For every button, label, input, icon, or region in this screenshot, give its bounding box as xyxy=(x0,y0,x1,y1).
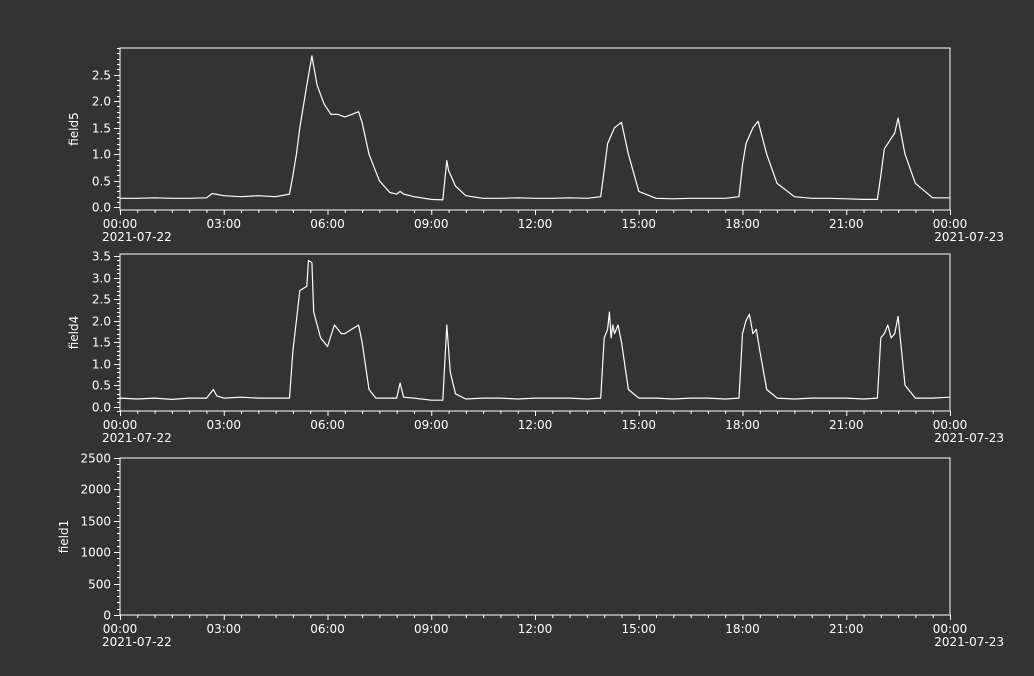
y-tick-label: 3.5 xyxy=(92,250,111,264)
x-tick-label: 09:00 xyxy=(414,418,449,432)
x-tick-label: 21:00 xyxy=(829,622,864,636)
y-tick-label: 1.0 xyxy=(92,148,111,162)
x-tick-label: 12:00 xyxy=(518,217,553,231)
x-date-label-end: 2021-07-23 xyxy=(934,635,1004,649)
y-tick-label: 1000 xyxy=(80,546,111,560)
x-tick-label: 15:00 xyxy=(621,622,656,636)
y-tick-label: 500 xyxy=(88,578,111,592)
y-tick-label: 2.0 xyxy=(92,95,111,109)
x-tick-label: 15:00 xyxy=(621,418,656,432)
x-date-label-start: 2021-07-22 xyxy=(102,635,172,649)
y-tick-label: 2500 xyxy=(80,452,111,466)
x-tick-label: 12:00 xyxy=(518,622,553,636)
y-tick-label: 2000 xyxy=(80,483,111,497)
x-tick-label: 18:00 xyxy=(725,217,760,231)
y-tick-label: 1.5 xyxy=(92,122,111,136)
series-line-field5 xyxy=(120,55,950,201)
plot-frame-1 xyxy=(119,47,951,211)
y-axis-label: field1 xyxy=(57,520,71,554)
y-tick-label: 3.0 xyxy=(92,272,111,286)
x-date-label-start: 2021-07-22 xyxy=(102,230,172,244)
plot-frame-2 xyxy=(119,253,951,412)
x-tick-label: 03:00 xyxy=(206,622,241,636)
y-tick-label: 0.0 xyxy=(92,401,111,415)
x-tick-label: 09:00 xyxy=(414,217,449,231)
x-tick-label: 00:00 xyxy=(933,217,968,231)
x-tick-label: 21:00 xyxy=(829,418,864,432)
y-tick-label: 2.0 xyxy=(92,315,111,329)
x-date-label-end: 2021-07-23 xyxy=(934,230,1004,244)
x-tick-label: 06:00 xyxy=(310,622,345,636)
x-date-label-start: 2021-07-22 xyxy=(102,431,172,445)
x-tick-label: 18:00 xyxy=(725,418,760,432)
y-tick-label: 0 xyxy=(103,609,111,623)
x-tick-label: 00:00 xyxy=(103,217,138,231)
x-tick-label: 03:00 xyxy=(206,418,241,432)
y-tick-label: 0.5 xyxy=(92,379,111,393)
x-tick-label: 06:00 xyxy=(310,217,345,231)
x-tick-label: 00:00 xyxy=(103,622,138,636)
x-tick-label: 00:00 xyxy=(933,418,968,432)
x-tick-label: 15:00 xyxy=(621,217,656,231)
y-axis-label: field5 xyxy=(67,112,81,146)
y-tick-label: 1.0 xyxy=(92,358,111,372)
series-line-field4 xyxy=(119,259,950,401)
x-tick-label: 00:00 xyxy=(103,418,138,432)
y-tick-label: 0.0 xyxy=(92,201,111,215)
y-axis-label: field4 xyxy=(67,316,81,350)
x-tick-label: 09:00 xyxy=(414,622,449,636)
x-date-label-end: 2021-07-23 xyxy=(934,431,1004,445)
y-tick-label: 2.5 xyxy=(92,69,111,83)
y-tick-label: 1500 xyxy=(80,515,111,529)
x-tick-label: 18:00 xyxy=(725,622,760,636)
x-tick-label: 12:00 xyxy=(518,418,553,432)
plot-frame-3 xyxy=(119,457,951,616)
y-tick-label: 1.5 xyxy=(92,336,111,350)
x-tick-label: 03:00 xyxy=(206,217,241,231)
y-tick-label: 0.5 xyxy=(92,175,111,189)
x-tick-label: 21:00 xyxy=(829,217,864,231)
x-tick-label: 06:00 xyxy=(310,418,345,432)
x-tick-label: 00:00 xyxy=(933,622,968,636)
y-tick-label: 2.5 xyxy=(92,293,111,307)
